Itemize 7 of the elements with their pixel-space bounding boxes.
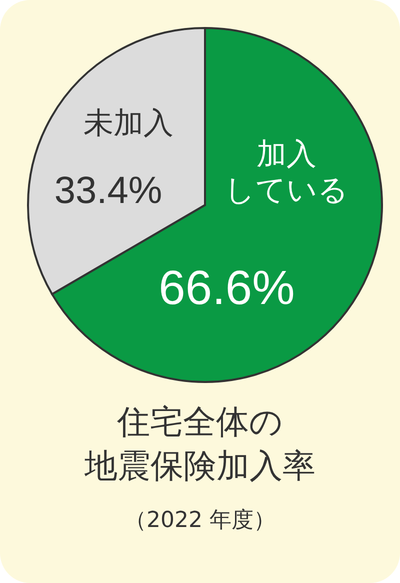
text: （2022 年度） [124,507,276,535]
slice-label: 加入している [224,137,349,208]
text: 住宅全体の [116,401,284,443]
slice-label: 未加入 [83,106,174,141]
text: 地震保険加入率 [84,445,316,487]
data-label: 66.6% [158,262,295,316]
data-label: 33.4% [54,170,162,212]
